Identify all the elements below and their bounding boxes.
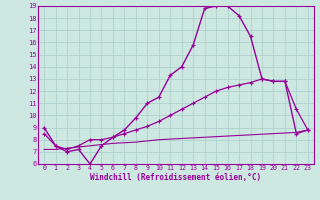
X-axis label: Windchill (Refroidissement éolien,°C): Windchill (Refroidissement éolien,°C)	[91, 173, 261, 182]
